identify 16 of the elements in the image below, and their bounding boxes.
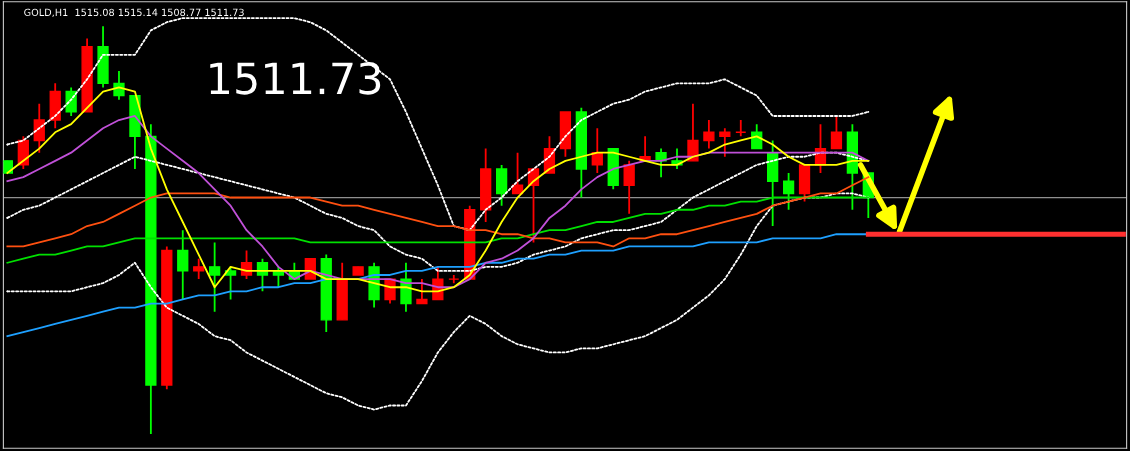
annotation: 1511.73 — [210, 62, 381, 95]
candlestick — [735, 119, 747, 138]
candlestick — [416, 278, 428, 305]
candlestick — [655, 147, 667, 179]
candlestick — [719, 127, 731, 158]
candlestick — [33, 102, 45, 154]
candlestick — [177, 229, 189, 301]
candlestick — [782, 172, 795, 211]
chart-title: GOLD,H1 1515.08 1515.14 1508.77 1511.73 — [24, 8, 244, 18]
candlestick — [193, 257, 205, 280]
candlestick — [830, 115, 843, 150]
candlestick — [209, 241, 221, 313]
candlestick — [224, 265, 237, 301]
candlestick — [623, 159, 635, 215]
candlestick — [703, 119, 715, 150]
candlestick — [687, 102, 699, 162]
